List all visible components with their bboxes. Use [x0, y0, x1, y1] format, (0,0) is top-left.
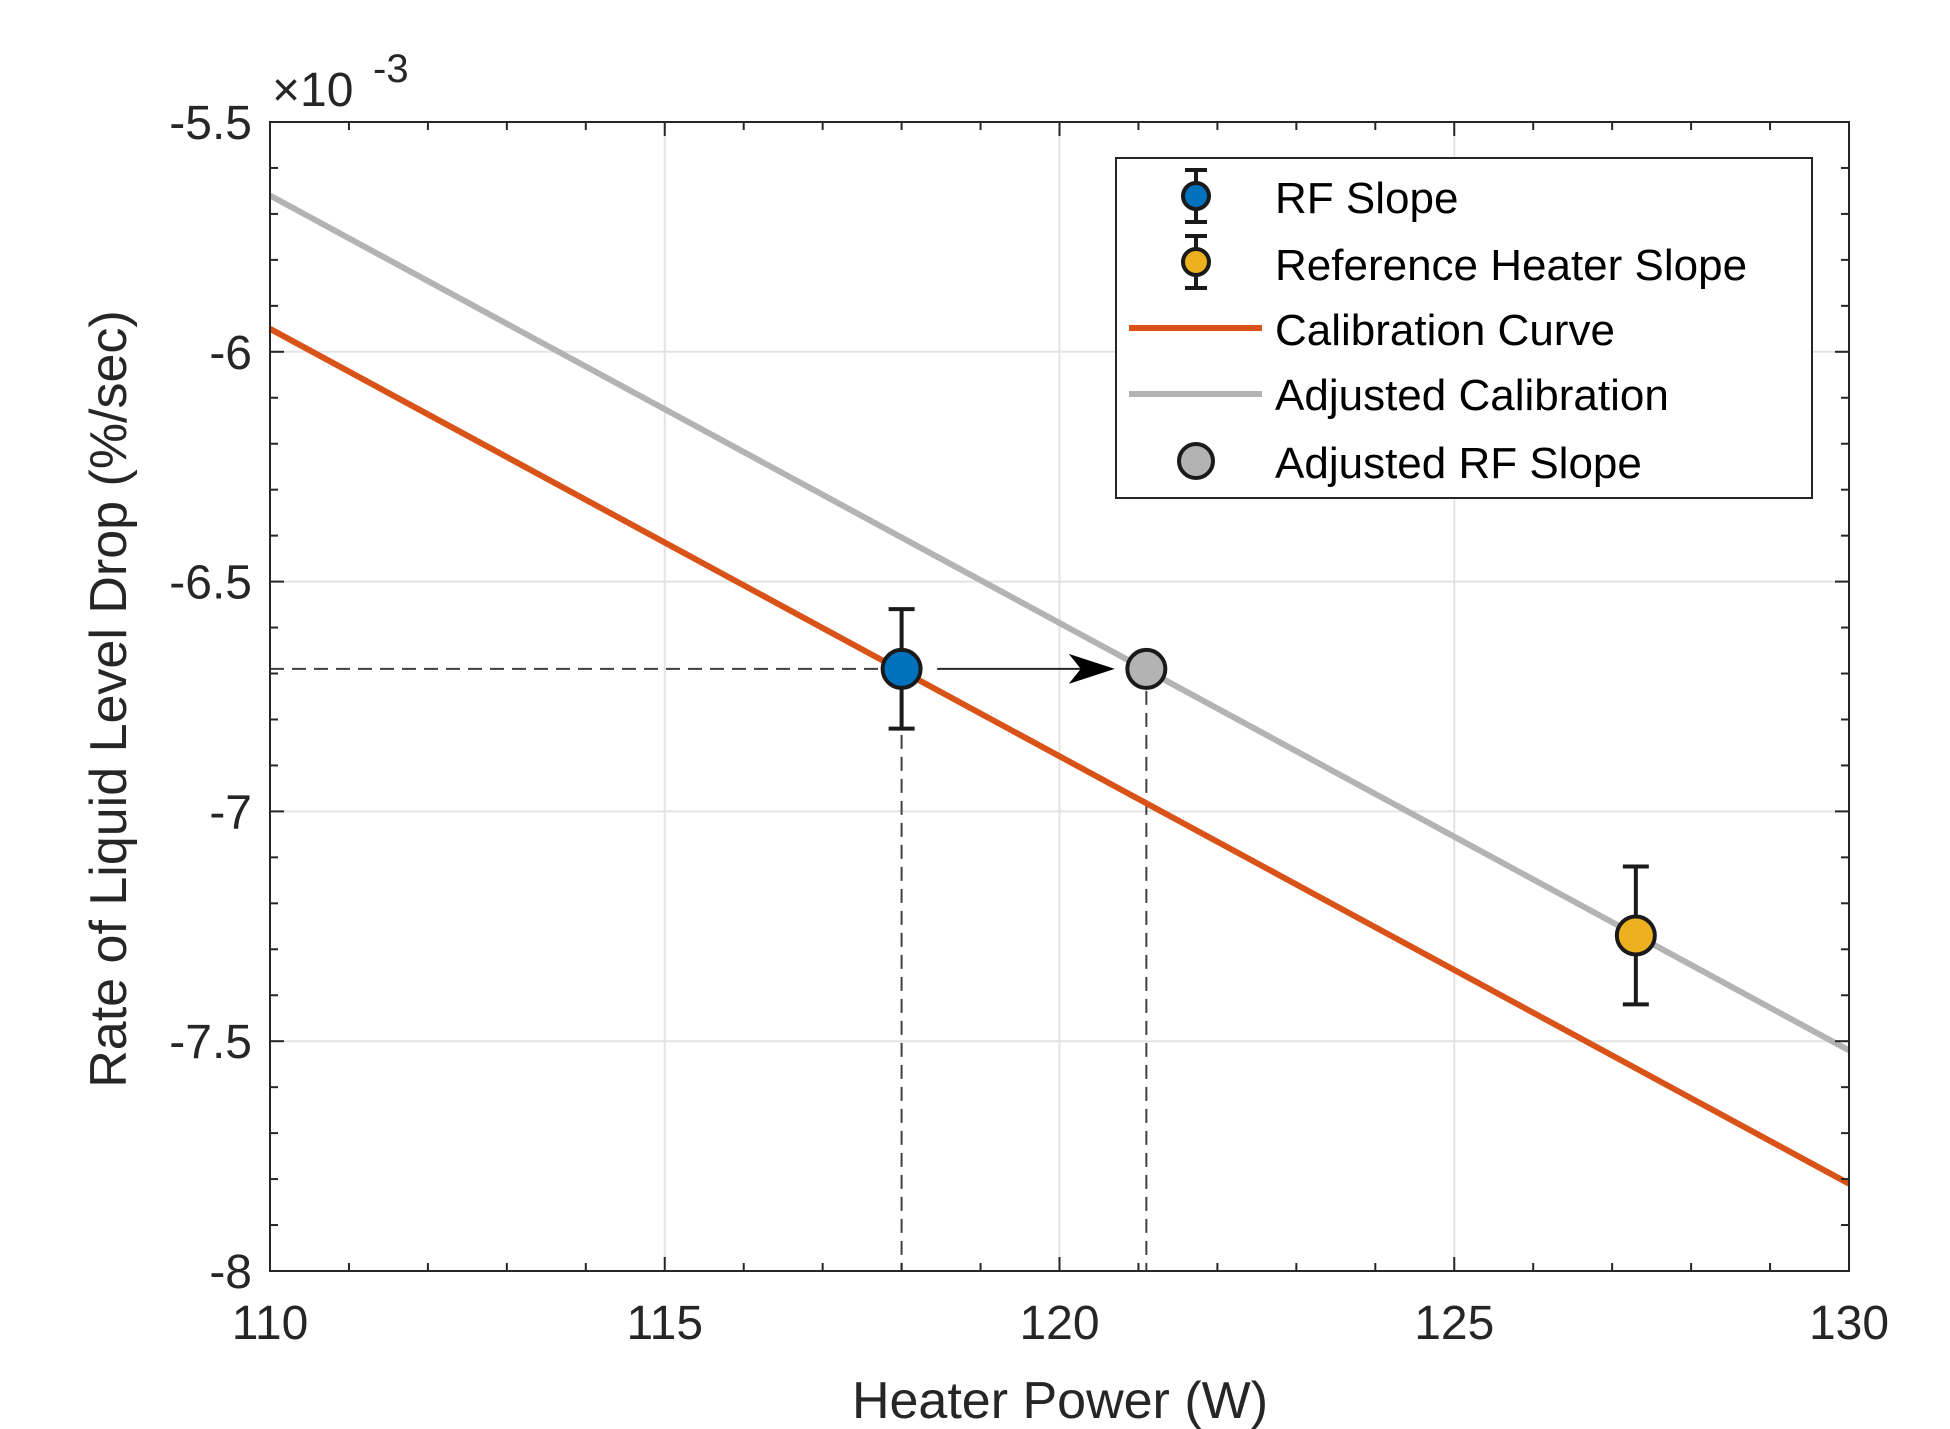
y-exponent-base: ×10 — [272, 64, 353, 117]
x-tick-label: 115 — [626, 1297, 703, 1350]
legend: RF Slope Reference Heater Slope Calibrat… — [1115, 157, 1813, 499]
data-point — [880, 647, 923, 690]
legend-label-reference-heater-slope: Reference Heater Slope — [1275, 241, 1747, 290]
legend-label-calibration-curve: Calibration Curve — [1275, 306, 1615, 355]
legend-label-rf-slope: RF Slope — [1275, 174, 1458, 223]
y-axis-label: Rate of Liquid Level Drop (%/sec) — [80, 310, 138, 1088]
legend-marker — [1181, 247, 1211, 277]
legend-label-adjusted-calibration: Adjusted Calibration — [1275, 371, 1669, 420]
legend-marker — [1181, 181, 1211, 211]
series-line — [268, 326, 1851, 1187]
arrow-head — [1068, 653, 1115, 684]
y-tick-label: -8 — [209, 1246, 252, 1299]
series-markers — [880, 607, 1657, 1007]
annotations — [270, 667, 1148, 1271]
x-tick-label: 110 — [232, 1297, 309, 1350]
y-exponent-power: -3 — [373, 47, 409, 91]
series-lines — [268, 192, 1851, 1187]
y-tick-label: -7 — [209, 786, 252, 839]
axes — [269, 121, 1850, 1272]
y-tick-label: -5.5 — [169, 97, 252, 150]
legend-symbols — [1129, 168, 1262, 480]
x-tick-label: 120 — [1019, 1297, 1099, 1350]
x-axis-label: Heater Power (W) — [852, 1372, 1268, 1429]
tick-labels: 110 115 120 125 130 -5.5 -6 -6.5 -7 -7.5 -8 — [169, 97, 1889, 1350]
data-point — [1125, 647, 1168, 690]
y-tick-label: -7.5 — [169, 1016, 252, 1069]
series-line — [268, 192, 1851, 1054]
y-tick-label: -6 — [209, 327, 252, 380]
data-point — [1614, 914, 1657, 957]
x-tick-label: 125 — [1414, 1297, 1494, 1350]
x-tick-label: 130 — [1809, 1297, 1889, 1350]
legend-marker — [1177, 442, 1215, 480]
legend-label-adjusted-rf-slope: Adjusted RF Slope — [1275, 439, 1642, 488]
y-tick-label: -6.5 — [169, 557, 252, 610]
